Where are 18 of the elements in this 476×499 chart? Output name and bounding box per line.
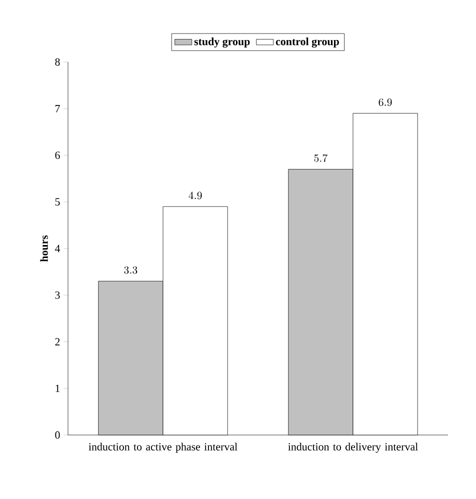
legend-label: study group — [194, 38, 250, 48]
y-tick-label: 4 — [54, 244, 60, 252]
data-label: 4.9 — [188, 192, 202, 200]
y-tick-label: 8 — [55, 58, 60, 66]
y-tick-label: 6 — [55, 152, 60, 159]
y-tick-label: 3 — [55, 291, 60, 299]
x-tick-label: induction to active phase interval — [88, 442, 238, 453]
data-label: 3.3 — [124, 266, 138, 274]
y-tick-label: 5 — [55, 198, 60, 206]
y-tick-label: 1 — [56, 384, 60, 392]
y-tick-label: 2 — [55, 338, 60, 346]
x-tick-label: induction to delivery interval — [288, 442, 418, 453]
data-label: 5.7 — [314, 154, 328, 162]
data-label: 6.9 — [378, 98, 392, 106]
legend-label: control group — [276, 38, 339, 48]
y-tick-label: 7 — [55, 105, 60, 112]
y-tick-label: 0 — [55, 431, 60, 439]
y-axis-title: hours — [40, 235, 48, 262]
